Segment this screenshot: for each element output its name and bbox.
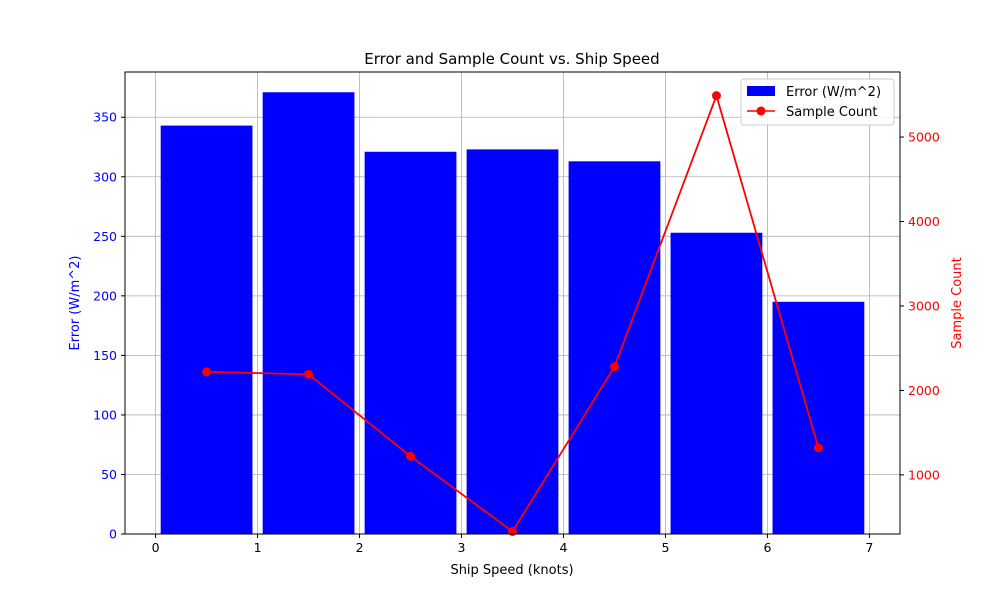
sample-count-point: [813, 443, 823, 453]
x-tick-label: 2: [356, 540, 364, 555]
bar-series: [160, 92, 865, 535]
y-tick-label: 300: [93, 169, 117, 184]
error-bar: [568, 161, 661, 534]
y2-axis-title: Sample Count: [950, 257, 965, 348]
legend-label-error: Error (W/m^2): [786, 85, 881, 100]
y-tick-label: 350: [93, 110, 117, 125]
legend-swatch-error: [747, 86, 775, 96]
y2-tick-label: 4000: [908, 214, 940, 229]
y-tick-label: 100: [93, 407, 117, 422]
x-tick-label: 4: [560, 540, 568, 555]
error-bar: [670, 232, 763, 534]
sample-count-point: [711, 91, 721, 101]
y-axis-left: 0 50 100 150 200 250 300 350: [93, 110, 125, 542]
y2-tick-label: 5000: [908, 130, 940, 145]
error-bar: [160, 125, 253, 535]
x-tick-label: 0: [152, 540, 160, 555]
y-tick-label: 200: [93, 288, 117, 303]
sample-count-point: [406, 451, 416, 461]
sample-count-point: [609, 362, 619, 372]
legend-box: [740, 78, 895, 126]
y-tick-label: 0: [109, 527, 117, 542]
error-bar: [466, 149, 559, 534]
error-bar: [262, 92, 355, 534]
x-axis-title: Ship Speed (knots): [450, 563, 573, 578]
legend-marker-sample-count: [756, 106, 766, 116]
y-axis-right: 1000 2000 3000 4000 5000: [900, 130, 940, 482]
y-tick-label: 150: [93, 348, 117, 363]
x-tick-label: 5: [661, 540, 669, 555]
sample-count-point: [508, 526, 517, 536]
line-series: [202, 91, 823, 536]
sample-count-point: [304, 369, 314, 379]
chart-title: Error and Sample Count vs. Ship Speed: [364, 50, 659, 68]
x-axis: 0 1 2 3 4 5 6 7: [152, 534, 873, 555]
plot-frame: [124, 71, 901, 535]
y2-tick-label: 2000: [908, 383, 940, 398]
y2-tick-label: 1000: [908, 467, 940, 482]
y-tick-label: 50: [101, 467, 117, 482]
x-tick-label: 7: [865, 540, 873, 555]
sample-count-point: [202, 367, 212, 377]
x-tick-label: 1: [254, 540, 262, 555]
legend-label-sample-count: Sample Count: [786, 105, 877, 120]
x-tick-label: 6: [763, 540, 771, 555]
legend: Error (W/m^2) Sample Count: [740, 78, 895, 126]
x-tick-label: 3: [458, 540, 466, 555]
y-tick-label: 250: [93, 229, 117, 244]
y-axis-title: Error (W/m^2): [68, 255, 83, 350]
y2-tick-label: 3000: [908, 298, 940, 313]
error-bar: [364, 151, 457, 534]
